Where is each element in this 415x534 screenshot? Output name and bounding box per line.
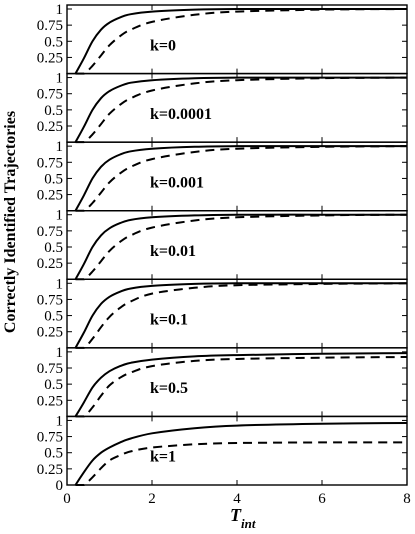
y-tick-label: 1 — [56, 2, 64, 18]
panels-layer: 0.250.50.751k=00.250.50.751k=0.00010.250… — [37, 2, 411, 507]
y-tick-label: 0.5 — [44, 309, 63, 325]
panel-label: k=0.1 — [150, 312, 188, 329]
panel-label: k=0.001 — [150, 174, 204, 191]
series-dashed-line — [75, 145, 408, 212]
panel-4: 0.250.50.751 k=0.01 — [37, 208, 408, 281]
y-tick-label: 0.25 — [37, 188, 63, 204]
y-tick-label: 0.5 — [44, 377, 63, 393]
series-dashed-line — [75, 441, 408, 486]
x-axis-label-main: T — [230, 505, 242, 525]
panel-2: 0.250.50.751 k=0.0001 — [37, 71, 408, 144]
series-solid-line — [74, 145, 407, 212]
y-tick-label: 0.25 — [37, 50, 63, 66]
series-solid-line — [74, 282, 407, 349]
x-tick-label: 2 — [148, 491, 156, 507]
series-solid-line — [74, 7, 407, 75]
panel-1: 0.250.50.751 k=0 — [37, 2, 408, 75]
y-tick-label: 0.25 — [37, 119, 63, 135]
series-solid-line — [74, 76, 407, 143]
y-tick-label: 0.25 — [37, 462, 63, 478]
panel-frame — [66, 141, 408, 212]
y-tick-label: 1 — [56, 345, 64, 361]
series-solid-line — [74, 352, 408, 417]
series-dashed-line — [75, 76, 408, 144]
y-tick-label: 0.75 — [37, 430, 63, 446]
y-tick-label: 0.25 — [37, 325, 63, 341]
x-tick-label: 4 — [233, 491, 241, 507]
panel-5: 0.250.50.751 k=0.1 — [37, 276, 408, 349]
series-dashed-line — [75, 8, 408, 75]
x-axis-label-subscript: int — [241, 516, 256, 531]
series-dashed-line — [75, 356, 408, 418]
y-tick-label: 0.5 — [44, 240, 63, 256]
y-tick-label: 0.75 — [37, 292, 63, 308]
panel-label: k=0.01 — [150, 243, 196, 260]
y-tick-label: 1 — [56, 276, 64, 292]
y-tick-label: 0 — [56, 478, 64, 494]
y-tick-label: 0.5 — [44, 34, 63, 50]
panel-frame — [66, 4, 408, 75]
y-tick-label: 0.5 — [44, 103, 63, 119]
y-tick-label: 1 — [56, 208, 64, 224]
panel-frame — [66, 278, 408, 349]
panel-frame — [66, 415, 408, 486]
panel-label: k=1 — [150, 449, 176, 466]
y-tick-label: 0.5 — [44, 446, 63, 462]
series-solid-line — [74, 422, 408, 486]
y-tick-label: 0.75 — [37, 224, 63, 240]
y-tick-label: 0.25 — [37, 256, 63, 272]
x-tick-label: 0 — [63, 491, 71, 507]
series-solid-line — [74, 213, 407, 280]
y-tick-label: 0.75 — [37, 87, 63, 103]
series-dashed-line — [75, 282, 408, 349]
x-tick-label: 8 — [403, 491, 411, 507]
y-tick-label: 0.75 — [37, 361, 63, 377]
panel-3: 0.250.50.751 k=0.001 — [37, 139, 408, 212]
y-tick-label: 1 — [56, 71, 64, 87]
y-tick-label: 0.75 — [37, 155, 63, 171]
y-axis-label: Correctly Identified Trajectories — [2, 111, 19, 333]
y-tick-label: 0.5 — [44, 171, 63, 187]
panel-6: 0.250.50.751 k=0.5 — [37, 345, 408, 418]
y-tick-label: 0.25 — [37, 393, 63, 409]
panel-frame — [66, 210, 408, 280]
panel-label: k=0 — [150, 37, 176, 54]
panel-7: 00.250.50.751 0 2 4 6 8 k=1 — [37, 413, 411, 507]
y-tick-label: 0.75 — [37, 18, 63, 34]
x-tick-label: 6 — [318, 491, 326, 507]
y-tick-label: 1 — [56, 413, 64, 429]
panel-label: k=0.0001 — [150, 106, 212, 123]
series-dashed-line — [75, 213, 408, 281]
x-axis-label: Tint — [230, 505, 256, 531]
panel-frame — [66, 72, 408, 143]
y-tick-label: 1 — [56, 139, 64, 155]
panel-label: k=0.5 — [150, 380, 188, 397]
